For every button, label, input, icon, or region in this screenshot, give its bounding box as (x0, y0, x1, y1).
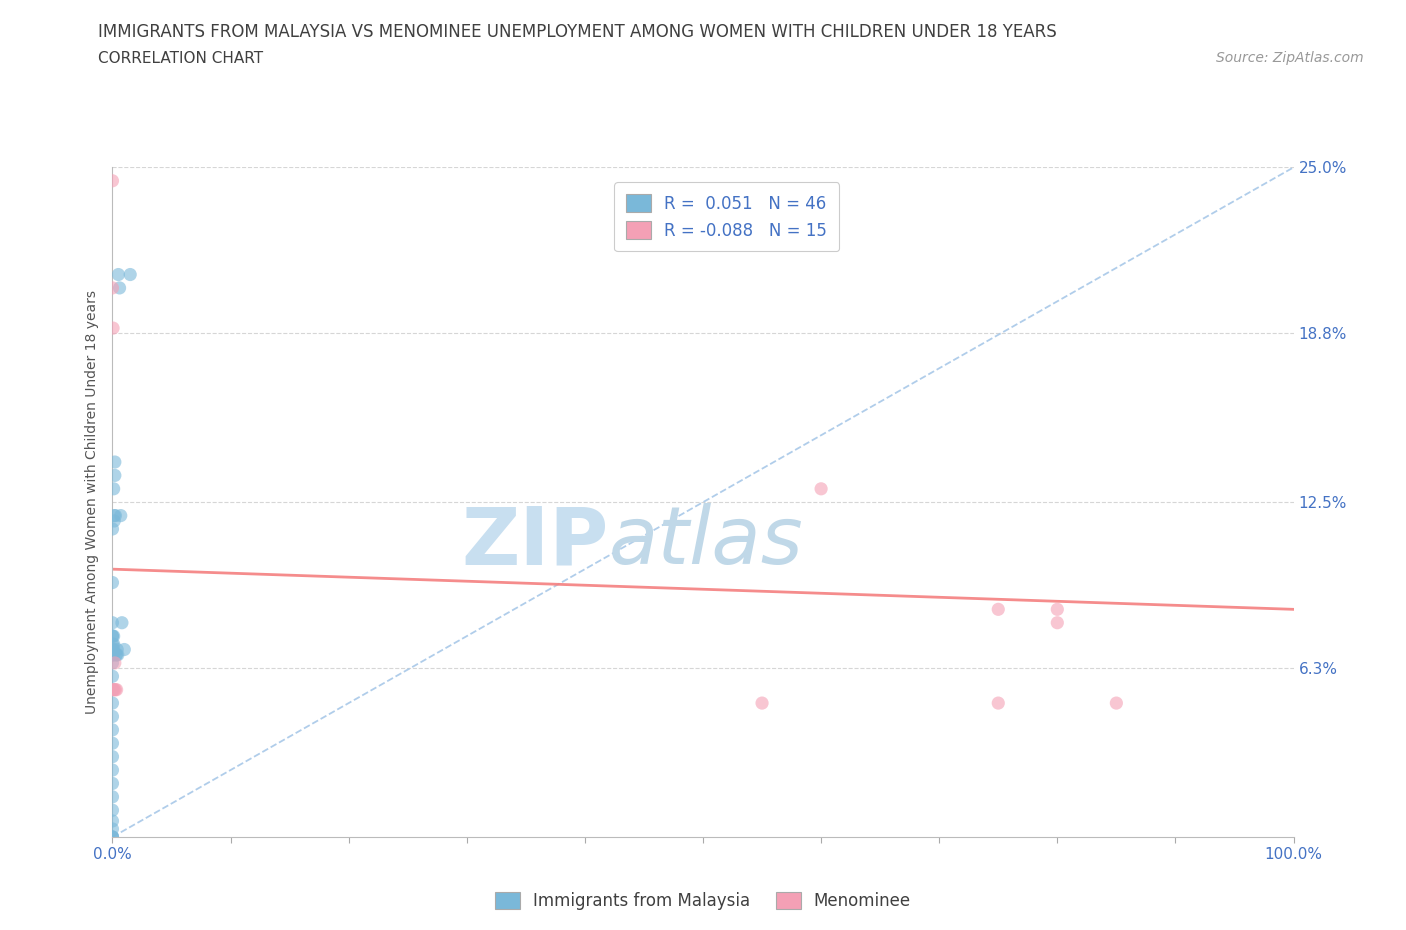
Point (101, 763, 124, 777)
Point (103, 637, 125, 652)
Point (1105, 696, 1128, 711)
Point (104, 683, 127, 698)
Y-axis label: Unemployment Among Women with Children Under 18 years: Unemployment Among Women with Children U… (86, 290, 100, 714)
Point (101, 669, 124, 684)
Point (103, 683, 125, 698)
Text: CORRELATION CHART: CORRELATION CHART (98, 51, 263, 66)
Point (108, 281, 131, 296)
Point (103, 642, 125, 657)
Text: atlas: atlas (609, 503, 803, 581)
Point (107, 647, 129, 662)
Point (101, 629, 124, 644)
Point (101, 683, 124, 698)
Point (103, 508, 125, 523)
Point (751, 696, 773, 711)
Point (101, 616, 124, 631)
Point (101, 750, 124, 764)
Point (101, 814, 124, 829)
Point (101, 656, 124, 671)
Point (111, 616, 134, 631)
Point (103, 482, 125, 497)
Point (101, 830, 124, 844)
Point (105, 647, 128, 662)
Point (103, 683, 125, 698)
Point (101, 647, 124, 662)
Point (810, 482, 832, 497)
Point (104, 508, 127, 523)
Point (120, 267, 142, 282)
Point (101, 281, 124, 296)
Point (101, 522, 124, 537)
Point (101, 629, 124, 644)
Point (101, 642, 124, 657)
Point (101, 821, 124, 836)
Point (112, 642, 135, 657)
Point (101, 173, 124, 188)
Point (103, 513, 125, 528)
Point (110, 508, 132, 523)
Point (101, 637, 124, 652)
Point (104, 455, 127, 470)
Point (105, 683, 128, 698)
Text: ZIP: ZIP (461, 503, 609, 581)
Point (104, 468, 127, 483)
Text: IMMIGRANTS FROM MALAYSIA VS MENOMINEE UNEMPLOYMENT AMONG WOMEN WITH CHILDREN UND: IMMIGRANTS FROM MALAYSIA VS MENOMINEE UN… (98, 23, 1057, 41)
Point (101, 790, 124, 804)
Point (987, 696, 1010, 711)
Point (107, 267, 129, 282)
Point (103, 647, 125, 662)
Point (101, 575, 124, 590)
Point (101, 709, 124, 724)
Point (101, 776, 124, 790)
Point (101, 647, 124, 662)
Point (101, 321, 124, 336)
Point (987, 602, 1010, 617)
Point (1046, 602, 1069, 617)
Point (101, 803, 124, 817)
Point (105, 647, 128, 662)
Text: Source: ZipAtlas.com: Source: ZipAtlas.com (1216, 51, 1364, 65)
Point (101, 830, 124, 844)
Legend: R =  0.051   N = 46, R = -0.088   N = 15: R = 0.051 N = 46, R = -0.088 N = 15 (614, 182, 839, 251)
Point (103, 629, 125, 644)
Point (101, 830, 124, 844)
Point (101, 696, 124, 711)
Point (105, 642, 128, 657)
Point (101, 736, 124, 751)
Point (1046, 616, 1069, 631)
Point (104, 656, 127, 671)
Point (101, 723, 124, 737)
Legend: Immigrants from Malaysia, Menominee: Immigrants from Malaysia, Menominee (488, 885, 918, 917)
